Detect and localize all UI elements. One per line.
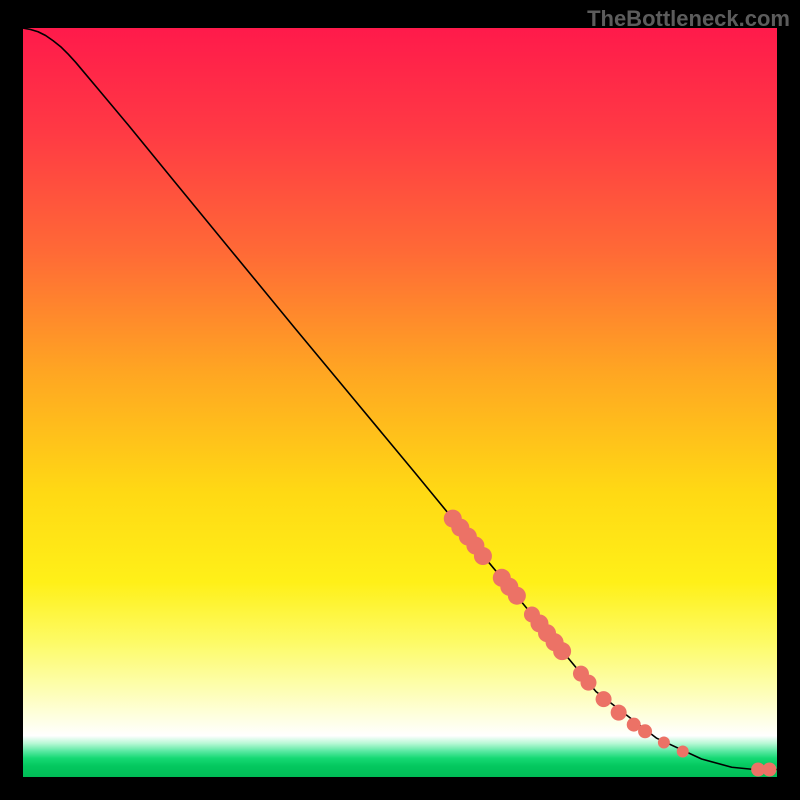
data-marker bbox=[611, 705, 627, 721]
data-marker bbox=[474, 547, 492, 565]
data-marker bbox=[677, 746, 689, 758]
chart-stage: TheBottleneck.com bbox=[0, 0, 800, 800]
data-marker bbox=[638, 724, 652, 738]
data-marker bbox=[553, 642, 571, 660]
attribution-label: TheBottleneck.com bbox=[587, 6, 790, 32]
data-marker bbox=[508, 587, 526, 605]
gradient-background bbox=[23, 28, 777, 777]
data-marker bbox=[658, 737, 670, 749]
plot-area bbox=[23, 28, 777, 777]
plot-svg bbox=[23, 28, 777, 777]
data-marker bbox=[596, 691, 612, 707]
data-marker bbox=[581, 675, 597, 691]
data-marker bbox=[762, 763, 776, 777]
